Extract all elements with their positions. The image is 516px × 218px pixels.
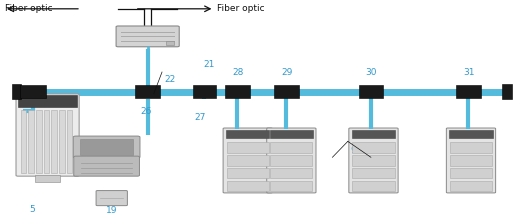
Bar bbox=[166, 41, 174, 45]
Bar bbox=[28, 110, 34, 173]
Bar bbox=[352, 181, 395, 191]
FancyBboxPatch shape bbox=[349, 128, 398, 193]
Bar bbox=[192, 85, 216, 98]
Text: 26: 26 bbox=[140, 107, 151, 116]
Bar bbox=[227, 155, 269, 166]
Bar bbox=[450, 155, 492, 166]
Bar bbox=[44, 110, 50, 173]
Bar bbox=[21, 110, 26, 173]
Text: 5: 5 bbox=[29, 205, 36, 214]
Text: 29: 29 bbox=[281, 68, 293, 77]
FancyBboxPatch shape bbox=[267, 128, 316, 193]
FancyBboxPatch shape bbox=[116, 26, 179, 47]
Text: 27: 27 bbox=[195, 113, 206, 122]
Text: 31: 31 bbox=[463, 68, 475, 77]
Bar bbox=[227, 142, 269, 153]
FancyBboxPatch shape bbox=[96, 191, 127, 206]
FancyBboxPatch shape bbox=[74, 156, 139, 176]
Text: 19: 19 bbox=[106, 206, 117, 215]
Bar bbox=[450, 168, 492, 179]
Bar bbox=[270, 181, 312, 191]
Bar bbox=[12, 84, 21, 99]
Bar bbox=[352, 155, 395, 166]
Bar bbox=[226, 130, 269, 138]
Bar bbox=[270, 168, 312, 179]
FancyBboxPatch shape bbox=[223, 128, 272, 193]
Text: 21: 21 bbox=[203, 60, 215, 69]
Bar bbox=[352, 168, 395, 179]
Bar bbox=[274, 85, 299, 98]
FancyBboxPatch shape bbox=[73, 136, 140, 158]
Bar bbox=[270, 130, 313, 138]
Text: 30: 30 bbox=[366, 68, 377, 77]
Bar bbox=[52, 110, 57, 173]
Bar bbox=[59, 110, 65, 173]
Bar bbox=[18, 95, 77, 107]
Bar bbox=[67, 110, 72, 173]
FancyBboxPatch shape bbox=[446, 128, 496, 193]
Bar bbox=[80, 139, 133, 155]
Bar bbox=[450, 181, 492, 191]
Bar bbox=[20, 85, 46, 98]
Bar bbox=[352, 130, 395, 138]
Bar bbox=[227, 181, 269, 191]
Text: 9: 9 bbox=[350, 146, 356, 155]
Bar bbox=[227, 168, 269, 179]
Text: 22: 22 bbox=[165, 75, 176, 83]
Bar bbox=[502, 84, 511, 99]
Bar bbox=[270, 142, 312, 153]
Text: Fiber optic: Fiber optic bbox=[5, 3, 53, 12]
Bar bbox=[456, 85, 481, 98]
Bar bbox=[135, 85, 160, 98]
Bar bbox=[450, 142, 492, 153]
Bar bbox=[36, 110, 42, 173]
Bar bbox=[359, 85, 383, 98]
FancyBboxPatch shape bbox=[16, 94, 79, 176]
Bar bbox=[352, 142, 395, 153]
Bar bbox=[270, 155, 312, 166]
Bar bbox=[449, 130, 493, 138]
Bar bbox=[35, 175, 60, 182]
Bar bbox=[225, 85, 250, 98]
Text: 28: 28 bbox=[232, 68, 244, 77]
Text: Fiber optic: Fiber optic bbox=[217, 3, 265, 12]
